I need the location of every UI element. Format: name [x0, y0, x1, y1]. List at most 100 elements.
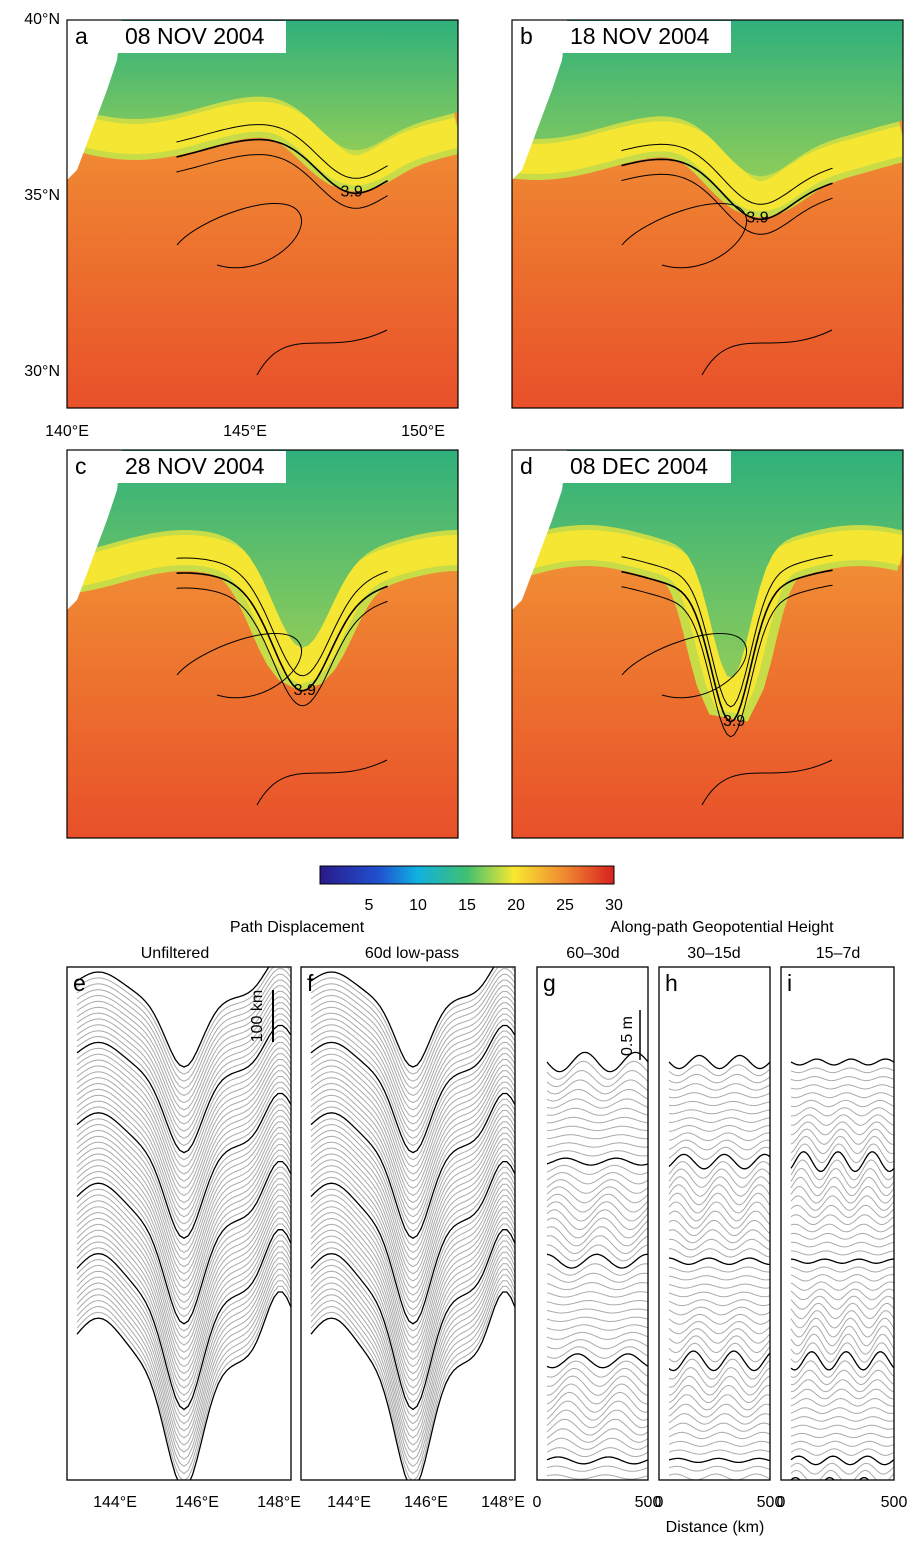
- stack-line: [668, 1291, 770, 1298]
- stack-line: [668, 1320, 770, 1335]
- stack-line: [790, 1288, 894, 1301]
- stack-line: [546, 1383, 648, 1405]
- stack-line: [546, 1051, 648, 1073]
- contour-label: 3.9: [294, 682, 316, 699]
- stack-line: [310, 1246, 515, 1432]
- stack-line: [547, 1483, 648, 1487]
- x-tick-label: 144°E: [327, 1494, 371, 1511]
- stack-line: [546, 1098, 648, 1109]
- stack-line: [546, 1060, 648, 1080]
- stack-line: [76, 1013, 291, 1139]
- stack-line: [310, 1263, 515, 1453]
- label-box: [513, 21, 731, 53]
- colorbar-tick-label: 10: [409, 897, 427, 914]
- contour: [176, 557, 388, 677]
- stack-line: [76, 985, 291, 1104]
- stack-line: [668, 1375, 770, 1396]
- stack-line: [790, 1462, 894, 1475]
- stack-line: [546, 1346, 648, 1359]
- stack-line: [310, 1024, 515, 1154]
- contour: [621, 569, 833, 723]
- stack-line: [76, 1285, 291, 1480]
- stack-line: [791, 1114, 894, 1126]
- stack-line: [669, 1117, 770, 1123]
- stack-line: [76, 1178, 291, 1346]
- stack-line: [76, 1098, 291, 1246]
- stack-line: [668, 1358, 770, 1380]
- stack-line: [310, 1274, 515, 1468]
- contour: [621, 143, 833, 205]
- stack-line: [546, 1437, 648, 1450]
- stack-line: [310, 1036, 515, 1168]
- panel-letter: a: [75, 23, 88, 49]
- stack-line: [310, 1183, 515, 1353]
- contour: [176, 632, 303, 699]
- stack-line: [76, 1042, 291, 1175]
- stack-line: [310, 1030, 515, 1161]
- stack-line: [76, 1081, 291, 1225]
- contour-label: 3.9: [746, 210, 768, 227]
- stack-line: [790, 1099, 894, 1108]
- colorbar-tick-label: 25: [556, 897, 574, 914]
- stack-line: [310, 1195, 515, 1368]
- stack-line: [546, 1400, 648, 1421]
- panel-subtitle: 60–30d: [566, 945, 619, 962]
- stack-line: [790, 1342, 894, 1363]
- lat-label: 30°N: [24, 363, 60, 380]
- panel-subtitle: Unfiltered: [141, 945, 209, 962]
- land: [67, 20, 122, 180]
- front-yellow: [512, 121, 903, 212]
- stack-line: [546, 1186, 648, 1204]
- stack-line: [668, 1457, 770, 1464]
- stack-line: [310, 1019, 515, 1146]
- contour: [176, 124, 388, 179]
- stack-line: [668, 1350, 770, 1372]
- x-tick-label: 0: [777, 1494, 786, 1511]
- stack-line: [76, 1274, 291, 1468]
- lon-label: 145°E: [223, 423, 267, 440]
- stack-line: [310, 1200, 515, 1375]
- lon-label: 150°E: [401, 423, 445, 440]
- stack-line: [76, 1263, 291, 1453]
- contour: [256, 759, 388, 806]
- stack-line: [668, 1109, 770, 1115]
- stack-line: [546, 1157, 648, 1166]
- x-tick-label: 146°E: [175, 1494, 219, 1511]
- lat-label: 40°N: [24, 11, 60, 28]
- stack-line: [310, 1178, 515, 1346]
- stack-line: [76, 1030, 291, 1161]
- stack-line: [76, 1047, 291, 1182]
- stack-line: [546, 1209, 648, 1231]
- stack-line: [310, 1257, 515, 1446]
- stack-line: [76, 1019, 291, 1146]
- stack-line: [310, 1229, 515, 1411]
- panel-letter: g: [543, 970, 556, 996]
- colorbar-tick-label: 30: [605, 897, 623, 914]
- stack-line: [76, 1166, 291, 1332]
- stack-line: [310, 1268, 515, 1460]
- cold-water: [67, 450, 458, 648]
- panel-letter: d: [520, 453, 533, 479]
- x-axis-label: Distance (km): [666, 1519, 765, 1536]
- contour: [621, 202, 748, 269]
- stack-line: [76, 968, 291, 1082]
- contour: [701, 329, 833, 376]
- stack-line: [310, 1234, 515, 1418]
- stack-line: [668, 1473, 770, 1480]
- stack-line: [76, 990, 291, 1111]
- contour-label: 3.9: [723, 713, 745, 730]
- stack-line: [76, 1092, 291, 1239]
- stack-line: [668, 1394, 770, 1411]
- stack-line: [310, 1144, 515, 1304]
- stack-line: [76, 1291, 291, 1480]
- stack: [310, 967, 515, 1480]
- cold-water: [512, 20, 903, 177]
- stack-line: [546, 1272, 648, 1283]
- stack-line: [76, 1036, 291, 1168]
- stack-line: [310, 996, 515, 1118]
- stack-line: [790, 1058, 894, 1066]
- stack-line: [668, 1238, 770, 1251]
- stack-line: [310, 1087, 515, 1232]
- stack-line: [546, 1418, 648, 1436]
